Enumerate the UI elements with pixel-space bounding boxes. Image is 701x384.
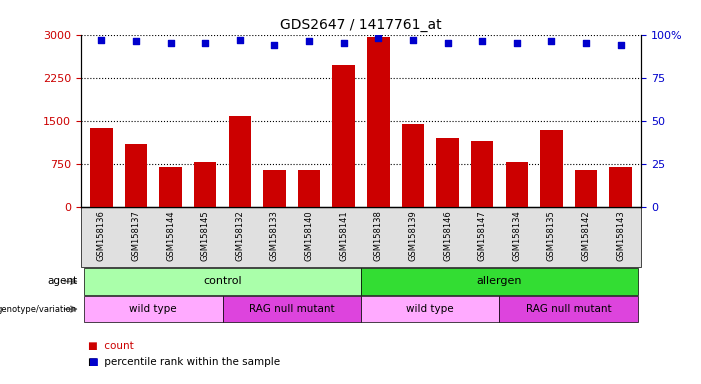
Point [165, 40, 176, 46]
Point [304, 38, 315, 45]
Text: ■  count: ■ count [88, 341, 133, 351]
Point [234, 37, 245, 43]
Text: control: control [203, 276, 242, 286]
Bar [609, 167, 632, 207]
Point [546, 38, 557, 45]
Text: RAG null mutant: RAG null mutant [249, 304, 334, 314]
Bar [402, 124, 424, 207]
Point [130, 38, 142, 45]
Bar [229, 116, 251, 207]
Point [442, 40, 453, 46]
Text: ■: ■ [88, 357, 97, 367]
Bar [367, 38, 390, 207]
Title: GDS2647 / 1417761_at: GDS2647 / 1417761_at [280, 18, 442, 32]
Bar [540, 130, 563, 207]
Bar [194, 162, 217, 207]
Text: agent: agent [47, 276, 77, 286]
Point [407, 37, 418, 43]
Bar [298, 170, 320, 207]
Point [511, 40, 522, 46]
Point [615, 42, 626, 48]
Bar [436, 138, 459, 207]
Bar [84, 296, 222, 322]
Point [96, 37, 107, 43]
Point [580, 40, 592, 46]
Point [477, 38, 488, 45]
Bar [84, 268, 361, 295]
Bar [332, 65, 355, 207]
Bar [500, 296, 638, 322]
Point [373, 35, 384, 41]
Bar [90, 128, 113, 207]
Bar [575, 170, 597, 207]
Bar [263, 170, 286, 207]
Bar [159, 167, 182, 207]
Text: ■  percentile rank within the sample: ■ percentile rank within the sample [88, 357, 280, 367]
Point [338, 40, 349, 46]
Bar [361, 268, 638, 295]
Bar [361, 296, 500, 322]
Point [200, 40, 211, 46]
Text: wild type: wild type [130, 304, 177, 314]
Bar [222, 296, 361, 322]
Point [269, 42, 280, 48]
Bar [471, 141, 494, 207]
Text: RAG null mutant: RAG null mutant [526, 304, 611, 314]
Text: wild type: wild type [407, 304, 454, 314]
Bar [505, 162, 528, 207]
Bar [125, 144, 147, 207]
Text: allergen: allergen [477, 276, 522, 286]
Text: genotype/variation: genotype/variation [0, 305, 77, 314]
